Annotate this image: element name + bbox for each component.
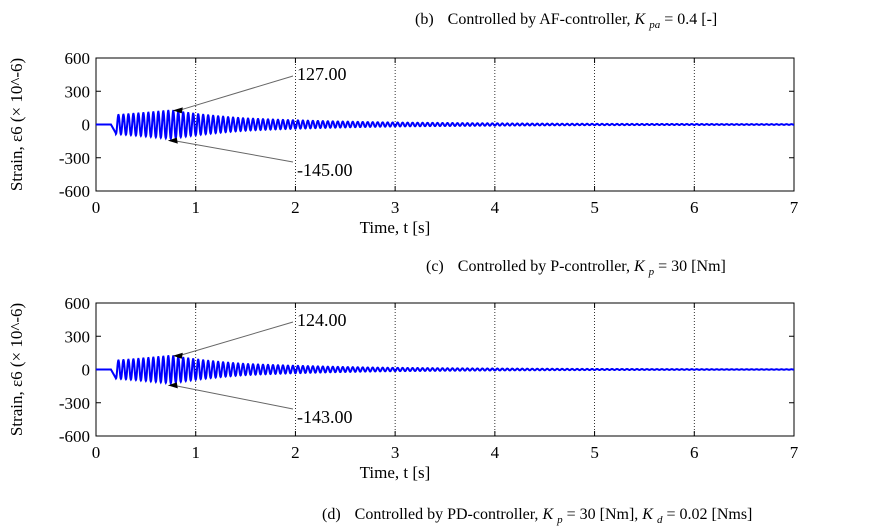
y-tick-label: -600	[59, 427, 90, 446]
y-tick-label: -600	[59, 182, 90, 201]
caption-middle-k-sub: p	[648, 266, 655, 278]
x-tick-label: 0	[92, 198, 101, 217]
peak-annotation-label: -145.00	[297, 160, 353, 180]
strain-panel-bottom: 600 300 0 -300 -600 0 1 2 3 4 5 6 7 124.00 -143.00 T…	[7, 294, 799, 482]
x-tick-label: 4	[491, 443, 500, 462]
x-tick-label: 2	[291, 443, 300, 462]
y-axis-label: Strain, ε6 (× 10^-6)	[7, 58, 26, 191]
annotation-arrowhead	[172, 352, 183, 359]
peak-annotations: 124.00 -143.00	[167, 310, 353, 427]
caption-bottom-kd-value: = 0.02 [Nms]	[666, 506, 752, 523]
x-tick-label: 7	[790, 443, 799, 462]
y-axis-label: Strain, ε6 (× 10^-6)	[7, 303, 26, 436]
x-tick-label: 5	[590, 443, 599, 462]
y-tick-label: 300	[65, 82, 91, 101]
caption-top: (b) Controlled by AF-controller, K pa = …	[415, 11, 717, 32]
caption-bottom-kd-sub: d	[657, 514, 663, 526]
x-tick-label: 3	[391, 198, 400, 217]
caption-bottom-kp: K	[541, 506, 554, 523]
x-tick-label: 1	[191, 198, 200, 217]
x-axis-label: Time, t [s]	[360, 463, 431, 482]
caption-middle-text: Controlled by P-controller,	[458, 258, 634, 275]
caption-middle-label: (c)	[426, 258, 444, 275]
annotation-arrowhead	[167, 382, 178, 389]
y-tick-label: 0	[82, 116, 91, 135]
caption-top-k-value: = 0.4 [-]	[664, 11, 717, 28]
y-tick-labels: 600 300 0 -300 -600	[59, 49, 90, 201]
y-tick-label: 300	[65, 327, 91, 346]
caption-bottom-text: Controlled by PD-controller,	[355, 506, 543, 523]
caption-bottom-kp-sub: p	[556, 514, 563, 526]
y-tick-label: 600	[65, 49, 91, 68]
strain-series-line	[96, 109, 795, 142]
x-tick-labels: 0 1 2 3 4 5 6 7	[92, 443, 799, 462]
peak-annotations: 127.00 -145.00	[167, 64, 353, 180]
x-tick-label: 4	[491, 198, 500, 217]
x-tick-label: 1	[191, 443, 200, 462]
x-tick-labels: 0 1 2 3 4 5 6 7	[92, 198, 799, 217]
strain-series-line	[96, 355, 795, 386]
peak-annotation-label: 127.00	[297, 64, 347, 84]
caption-middle-k-value: = 30 [Nm]	[658, 258, 726, 275]
caption-bottom-label: (d)	[322, 506, 341, 523]
y-tick-label: -300	[59, 394, 90, 413]
caption-bottom-kp-value: = 30 [Nm],	[567, 506, 643, 523]
x-tick-label: 2	[291, 198, 300, 217]
annotation-arrowhead	[167, 137, 178, 144]
caption-top-label: (b)	[415, 11, 434, 28]
x-tick-label: 6	[690, 443, 699, 462]
annotation-leader	[178, 75, 294, 111]
caption-bottom-kd: K	[641, 506, 654, 523]
x-tick-label: 3	[391, 443, 400, 462]
annotation-leader	[173, 384, 294, 410]
caption-middle-k: K	[633, 258, 646, 275]
annotation-leader	[173, 140, 294, 163]
peak-annotation-label: 124.00	[297, 310, 347, 330]
strain-panel-top: 600 300 0 -300 -600 0 1 2 3 4 5 6 7 127.00 -145.00 T…	[7, 49, 799, 237]
y-tick-label: 0	[82, 361, 91, 380]
x-tick-label: 6	[690, 198, 699, 217]
y-tick-label: 600	[65, 294, 91, 313]
x-tick-label: 0	[92, 443, 101, 462]
x-axis-label: Time, t [s]	[360, 218, 431, 237]
y-tick-labels: 600 300 0 -300 -600	[59, 294, 90, 446]
peak-annotation-label: -143.00	[297, 407, 353, 427]
y-tick-label: -300	[59, 149, 90, 168]
caption-top-k-sub: pa	[648, 19, 661, 31]
x-tick-label: 5	[590, 198, 599, 217]
caption-bottom: (d) Controlled by PD-controller, K p = 3…	[322, 506, 752, 527]
annotation-arrowhead	[172, 107, 183, 114]
caption-top-k: K	[634, 11, 647, 28]
caption-middle: (c) Controlled by P-controller, K p = 30…	[426, 258, 726, 279]
annotation-leader	[178, 321, 294, 357]
x-tick-label: 7	[790, 198, 799, 217]
caption-top-text: Controlled by AF-controller,	[448, 11, 635, 28]
